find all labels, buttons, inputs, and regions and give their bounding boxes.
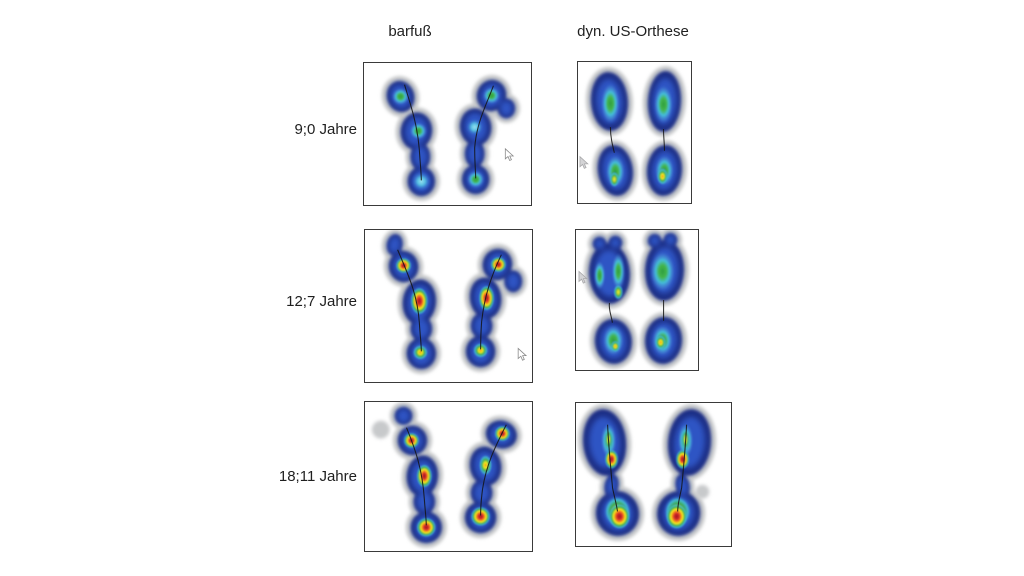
pressure-hotspot-red [470, 506, 491, 527]
gait-line [403, 84, 422, 181]
pressure-hotspot-yellow [609, 171, 620, 188]
pressure-hotspot-red [416, 517, 437, 538]
pressure-map-r2-orthese [578, 230, 690, 369]
silhouette-artifact-blob [695, 484, 710, 499]
foot-heatmap-right [639, 230, 690, 369]
pressure-hotspot-green [409, 122, 428, 140]
pressure-hotspot-red [410, 287, 429, 315]
pressure-hotspot-red [604, 449, 619, 470]
pressure-hotspot-red [395, 257, 412, 274]
pressure-hotspot-cyan [411, 171, 432, 192]
pressure-hotspot-green [600, 82, 621, 125]
foot-heatmap-right [454, 74, 521, 200]
pressure-hotspot-red [490, 256, 507, 273]
row-label-age-9-0: 9;0 Jahre [294, 121, 357, 138]
gait-line [607, 424, 619, 512]
pressure-map-r3-orthese [577, 404, 717, 542]
pressure-hotspot-orange [610, 340, 621, 353]
foot-heatmap-left [585, 66, 639, 201]
silhouette-artifact-blob [371, 420, 390, 439]
column-header-barfuss: barfuß [388, 23, 432, 40]
pressure-hotspot-orange [472, 342, 489, 359]
gait-line [474, 85, 494, 179]
pressure-hotspot-green [482, 86, 501, 105]
pressure-hotspot-green [649, 250, 676, 293]
pressure-hotspot-green [611, 252, 626, 291]
row-label-age-12-7: 12;7 Jahre [286, 293, 357, 310]
pressure-map-r1-barfuss [381, 74, 521, 202]
pressure-hotspot-red [416, 464, 433, 488]
pressure-hotspot-green [593, 260, 606, 291]
foot-heatmap-right [651, 404, 717, 542]
mouse-cursor-icon [578, 270, 588, 284]
heatmap-panel-r2-barfuss [364, 229, 533, 383]
heatmap-panel-r3-barfuss [364, 401, 533, 552]
pressure-map-r2-barfuss [381, 230, 528, 375]
pressure-hotspot-red [478, 285, 495, 311]
heatmap-panel-r1-barfuss [363, 62, 532, 206]
pressure-map-r3-barfuss [371, 402, 522, 549]
pressure-hotspot-green [466, 170, 485, 189]
gait-line [677, 424, 688, 512]
pressure-map-r1-orthese [579, 65, 688, 201]
gait-line [480, 254, 502, 350]
heatmap-panel-r3-orthese [575, 402, 732, 547]
pressure-hotspot-orange [656, 167, 669, 186]
mouse-cursor-icon [517, 347, 528, 361]
pressure-hotspot-orange [478, 454, 493, 477]
gait-line [405, 427, 427, 526]
column-header-orthese: dyn. US-Orthese [577, 23, 689, 40]
pressure-hotspot-red [675, 449, 690, 470]
foot-heatmap-right [459, 415, 522, 539]
foot-heatmap-right [460, 243, 528, 373]
mouse-cursor-icon [579, 155, 589, 169]
row-label-age-18-11: 18;11 Jahre [278, 468, 357, 485]
pressure-hotspot-orange [412, 344, 429, 361]
gait-line [397, 249, 422, 352]
foot-heatmap-left [389, 402, 448, 549]
pressure-hotspot-orange [654, 334, 667, 351]
foot-heatmap-left [583, 230, 638, 369]
gait-line [608, 302, 613, 323]
heatmap-panel-r1-orthese [577, 61, 692, 204]
pressure-hotspot-red [665, 503, 688, 530]
pressure-hotspot-cyan [465, 118, 484, 136]
gait-line [609, 127, 615, 153]
foot-heatmap-left [381, 75, 441, 202]
pressure-hotspot-green [653, 84, 674, 125]
foot-heatmap-left [381, 230, 442, 375]
pressure-hotspot-yellow [613, 284, 624, 300]
foot-heatmap-left [577, 404, 645, 542]
gait-line [480, 424, 507, 516]
heatmap-panel-r2-orthese [575, 229, 699, 371]
mouse-cursor-icon [504, 147, 515, 162]
pressure-hotspot-green [391, 87, 410, 106]
gait-line [662, 129, 666, 151]
foot-heatmap-right [641, 65, 688, 201]
pressure-hotspot-red [608, 503, 631, 530]
